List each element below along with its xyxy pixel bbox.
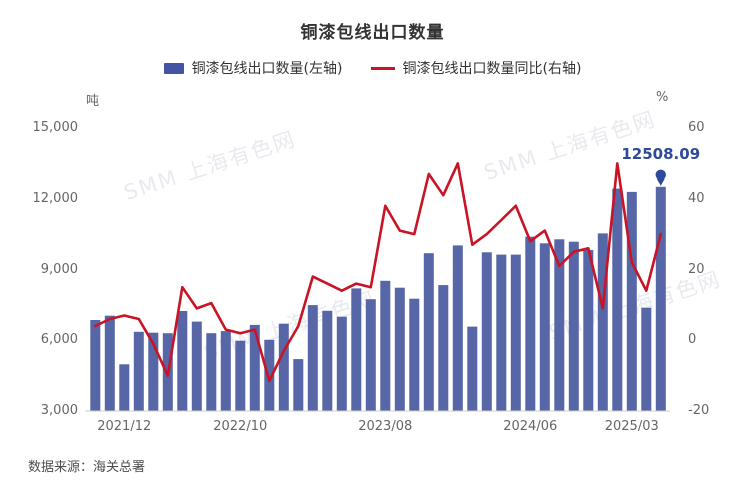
bar — [90, 320, 101, 411]
bar — [568, 241, 579, 411]
bar — [539, 243, 550, 411]
bar — [133, 331, 144, 411]
bar — [612, 188, 623, 411]
right-axis-tick: 0 — [688, 332, 697, 348]
bar — [394, 287, 405, 411]
x-axis-label: 2022/10 — [213, 419, 268, 434]
bar — [365, 299, 376, 411]
bar — [510, 254, 521, 411]
bar — [119, 364, 130, 411]
bar — [554, 239, 565, 411]
x-axis-label: 2023/08 — [358, 419, 413, 434]
legend-label-bar-series: 铜漆包线出口数量(左轴) — [191, 61, 343, 77]
bar — [583, 249, 594, 411]
bar — [206, 333, 217, 411]
bar — [278, 323, 289, 411]
bar — [496, 254, 507, 411]
x-axis-label: 2025/03 — [604, 419, 659, 434]
legend-label-line-series: 铜漆包线出口数量同比(右轴) — [402, 61, 582, 77]
legend: 铜漆包线出口数量(左轴) 铜漆包线出口数量同比(右轴) — [0, 58, 745, 78]
bar — [597, 233, 608, 411]
x-axis-label: 2021/12 — [97, 419, 152, 434]
right-axis-tick: 20 — [688, 261, 705, 277]
left-axis-tick: 9,000 — [40, 261, 78, 277]
line-series-swatch-icon — [370, 66, 395, 70]
right-axis-tick: 40 — [688, 190, 705, 206]
bar — [438, 285, 449, 411]
bar — [467, 326, 478, 411]
bar — [220, 331, 231, 411]
bar — [293, 359, 304, 411]
bar — [191, 321, 202, 411]
bar — [525, 236, 536, 411]
left-axis-tick: 3,000 — [40, 403, 78, 418]
bar — [235, 340, 246, 411]
legend-item-line-series[interactable]: 铜漆包线出口数量同比(右轴) — [370, 58, 582, 78]
right-axis-tick: 60 — [688, 120, 705, 135]
yoy-line — [94, 162, 663, 383]
bar — [104, 315, 115, 411]
pin-marker-icon — [656, 178, 665, 186]
bar-series-swatch-icon — [163, 62, 184, 74]
bar — [423, 253, 434, 411]
legend-item-bar-series[interactable]: 铜漆包线出口数量(左轴) — [163, 58, 343, 78]
bar — [452, 245, 463, 411]
left-axis-unit: 吨 — [86, 94, 100, 109]
bar — [336, 316, 347, 411]
left-axis-tick: 15,000 — [32, 120, 79, 135]
data-source-note: 数据来源：海关总署 — [28, 460, 146, 475]
bar — [409, 298, 420, 411]
bar — [481, 252, 492, 411]
bar — [264, 339, 275, 411]
chart-title: 铜漆包线出口数量 — [300, 23, 445, 43]
bar — [641, 307, 652, 411]
marked-point-value: 12508.09 — [621, 144, 701, 163]
bar — [626, 191, 637, 411]
bar — [177, 311, 188, 411]
bar — [249, 324, 260, 411]
right-axis-unit: % — [656, 90, 669, 105]
bar — [322, 310, 333, 411]
left-axis-tick: 6,000 — [40, 332, 78, 348]
right-axis-tick: -20 — [688, 403, 710, 418]
bar — [655, 186, 666, 411]
bar — [307, 305, 318, 411]
bar — [351, 288, 362, 411]
left-axis-tick: 12,000 — [32, 190, 79, 206]
pin-marker-icon — [655, 169, 666, 180]
bar — [380, 280, 391, 411]
bar — [148, 332, 159, 411]
x-axis-label: 2024/06 — [503, 419, 558, 434]
